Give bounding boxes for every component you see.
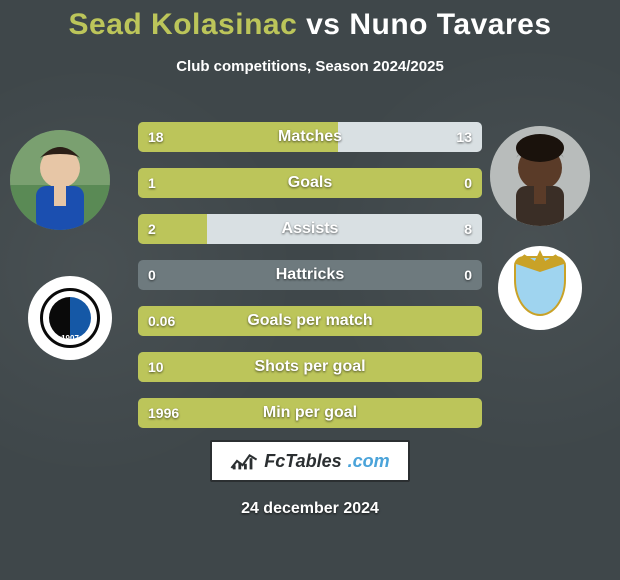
stat-row: 1996Min per goal: [138, 398, 482, 428]
stat-row: 10Shots per goal: [138, 352, 482, 382]
player2-name: Nuno Tavares: [349, 8, 551, 41]
club1-logo: 1907: [28, 276, 112, 360]
club2-logo: [498, 246, 582, 330]
comparison-title: Sead Kolasinac vs Nuno Tavares: [0, 0, 620, 42]
vs-label: vs: [306, 8, 340, 41]
player1-name: Sead Kolasinac: [69, 8, 298, 41]
player1-avatar: [10, 130, 110, 230]
stat-label: Min per goal: [138, 404, 482, 422]
stat-row: 1813Matches: [138, 122, 482, 152]
player2-avatar: [490, 126, 590, 226]
stat-row: 10Goals: [138, 168, 482, 198]
stat-row: 0.06Goals per match: [138, 306, 482, 336]
stat-label: Hattricks: [138, 266, 482, 284]
brand-name-right: .com: [348, 451, 390, 472]
brand-chart-icon: [230, 451, 258, 471]
stats-panel: 1813Matches 10Goals 28Assists 00Hattricks 0.…: [138, 122, 482, 444]
stat-label: Matches: [138, 128, 482, 146]
brand-badge: FcTables .com: [210, 440, 410, 482]
stat-label: Goals: [138, 174, 482, 192]
stat-row: 28Assists: [138, 214, 482, 244]
infographic-date: 24 december 2024: [0, 500, 620, 518]
stat-label: Assists: [138, 220, 482, 238]
stat-row: 00Hattricks: [138, 260, 482, 290]
stat-label: Shots per goal: [138, 358, 482, 376]
stat-label: Goals per match: [138, 312, 482, 330]
subtitle: Club competitions, Season 2024/2025: [0, 58, 620, 75]
brand-name-left: FcTables: [264, 451, 341, 472]
